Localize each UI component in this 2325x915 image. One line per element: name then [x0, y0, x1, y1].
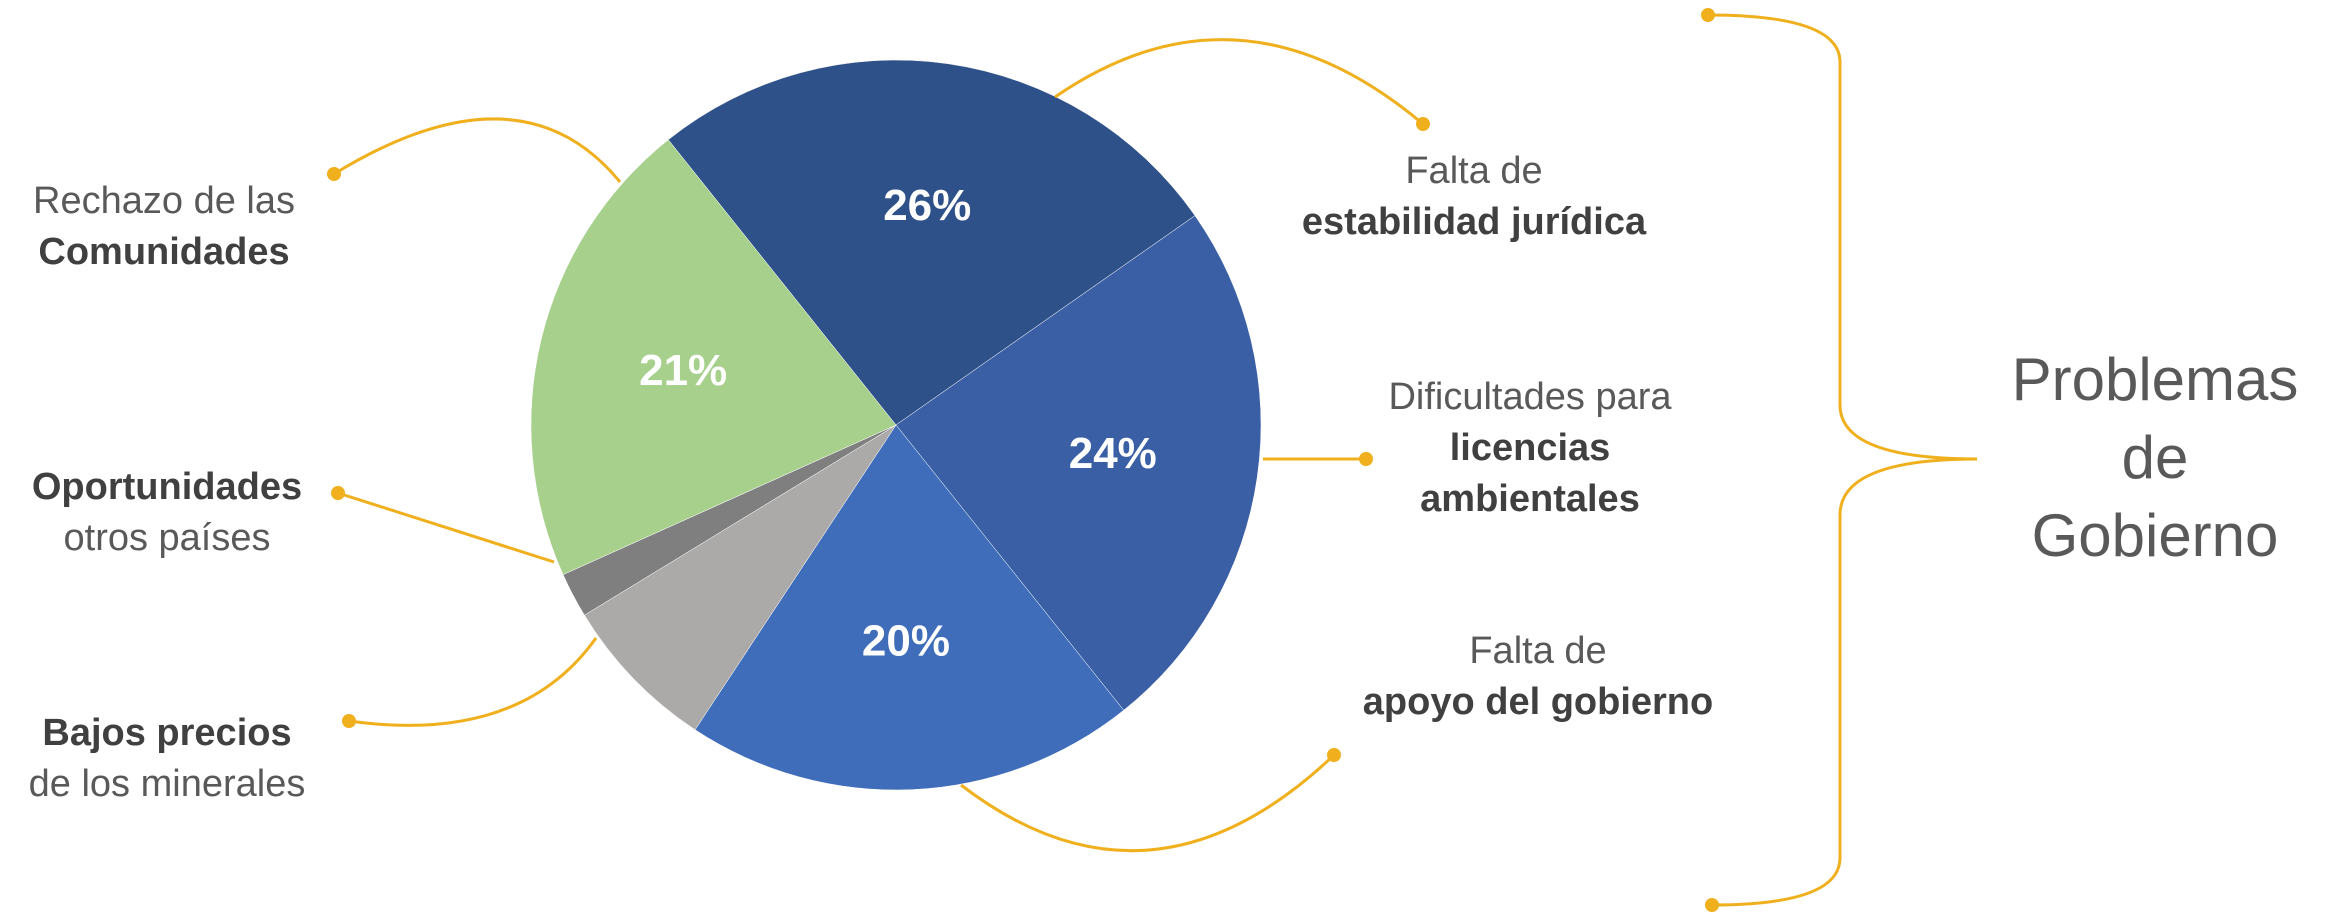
category-label: de los minerales — [29, 763, 306, 805]
data-label: 20% — [862, 616, 950, 665]
category-label: apoyo del gobierno — [1363, 681, 1713, 723]
data-label: 26% — [883, 181, 971, 230]
category-label: Bajos precios — [42, 712, 291, 754]
category-label: Comunidades — [38, 231, 289, 273]
connector-dot — [331, 486, 345, 500]
connector-dot — [327, 167, 341, 181]
category-label: ambientales — [1420, 478, 1640, 520]
annotation: Gobierno — [2032, 502, 2279, 569]
pie-slice — [530, 139, 897, 575]
annotation: de — [2122, 424, 2189, 491]
category-label: Falta de — [1405, 150, 1542, 192]
category-label: otros países — [64, 517, 271, 559]
connector — [348, 637, 598, 727]
annotation: Problemas — [2012, 346, 2299, 413]
connector — [960, 753, 1336, 853]
connector-dot — [1327, 748, 1341, 762]
data-label: 24% — [1069, 429, 1157, 478]
brace-dot — [1705, 898, 1719, 912]
pie-slice — [667, 59, 1196, 426]
category-label: Falta de — [1469, 630, 1606, 672]
pie-slice — [584, 424, 897, 731]
brace — [1707, 13, 1978, 907]
data-label: 21% — [639, 346, 727, 395]
connector-dot — [1359, 452, 1373, 466]
category-label: Dificultades para — [1388, 376, 1672, 418]
category-label: Rechazo de las — [33, 180, 295, 222]
connector-dot — [1416, 117, 1430, 131]
connector — [333, 117, 622, 183]
pie-slice — [694, 424, 1125, 791]
category-label: estabilidad jurídica — [1302, 201, 1647, 243]
brace-dot — [1701, 8, 1715, 22]
connector — [1054, 38, 1424, 126]
pie-slice — [895, 215, 1262, 711]
connector-dot — [342, 714, 356, 728]
category-label: licencias — [1450, 427, 1611, 469]
connector — [337, 491, 555, 564]
category-label: Oportunidades — [32, 466, 302, 508]
